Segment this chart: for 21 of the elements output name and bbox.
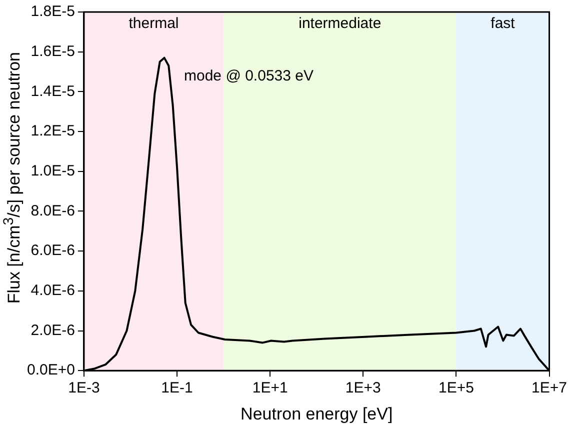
y-tick-label: 1.2E-5 [30,122,75,140]
y-tick-label: 4.0E-6 [30,282,75,300]
x-axis-title: Neutron energy [eV] [240,404,393,424]
y-tick-label: 8.0E-6 [30,202,75,220]
y-tick-label: 1.6E-5 [30,42,75,60]
x-tick-label: 1E-1 [161,380,193,397]
y-tick-label: 1.0E-5 [30,162,75,180]
band-label: fast [490,15,516,32]
y-tick-label: 2.0E-6 [30,322,75,339]
x-tick-label: 1E+7 [532,380,567,397]
x-tick-label: 1E+3 [345,380,381,397]
y-tick-label: 1.8E-5 [30,3,75,20]
band-label: intermediate [298,15,382,32]
x-tick-label: 1E+5 [438,380,474,397]
x-tick-label: 1E+1 [252,380,288,397]
y-tick-label: 0.0E+0 [26,362,75,379]
annotation: mode @ 0.0533 eV [184,68,314,85]
x-tick-label: 1E-3 [68,380,100,397]
y-tick-label: 6.0E-6 [30,242,75,260]
y-tick-label: 1.4E-5 [30,82,75,100]
band-label: thermal [128,15,179,32]
